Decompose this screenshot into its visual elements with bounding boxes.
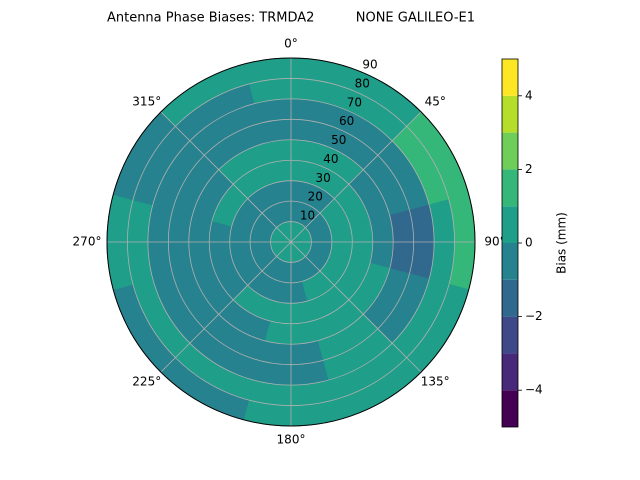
angular-tick-label: 0° — [284, 37, 298, 51]
colorbar-tick-label: 4 — [525, 88, 533, 102]
colorbar-segment — [502, 169, 518, 207]
angular-tick-label: 90° — [484, 235, 505, 249]
colorbar-tick-label: −2 — [525, 309, 543, 323]
colorbar-segment — [502, 206, 518, 243]
angular-tick-label: 180° — [277, 433, 306, 447]
radial-tick-label: 50 — [331, 133, 346, 147]
angular-grid-line — [290, 111, 422, 243]
colorbar-label: Bias (mm) — [555, 212, 569, 274]
radial-tick-label: 60 — [339, 114, 354, 128]
radial-tick-label: 70 — [347, 95, 362, 109]
colorbar-segment — [502, 353, 518, 391]
radial-tick-label: 90 — [362, 58, 377, 72]
radial-tick-label: 80 — [355, 76, 370, 90]
angular-tick-label: 45° — [425, 94, 446, 108]
colorbar-segment — [502, 279, 518, 317]
colorbar-segment — [502, 95, 518, 133]
polar-frame — [106, 57, 476, 427]
colorbar-segment — [502, 243, 518, 280]
colorbar-segment — [502, 59, 518, 96]
colorbar-segment — [502, 390, 518, 427]
chart-title: Antenna Phase Biases: TRMDA2 NONE GALILE… — [107, 11, 475, 26]
angular-grid-line — [290, 241, 422, 373]
colorbar-tick-label: −4 — [525, 383, 543, 397]
angular-tick-label: 270° — [73, 235, 102, 249]
radial-tick-label: 40 — [323, 152, 338, 166]
radial-tick-label: 20 — [308, 190, 323, 204]
colorbar-segment — [502, 316, 518, 354]
angular-tick-label: 135° — [421, 375, 450, 389]
angular-grid-line — [160, 241, 292, 373]
colorbar-tick-label: 2 — [525, 162, 533, 176]
radial-tick-label: 10 — [300, 209, 315, 223]
radial-tick-label: 30 — [315, 171, 330, 185]
angular-grid-line — [160, 111, 292, 243]
colorbar-tick-label: 0 — [525, 236, 533, 250]
angular-tick-label: 225° — [132, 375, 161, 389]
colorbar-segment — [502, 132, 518, 170]
angular-tick-label: 315° — [132, 94, 161, 108]
